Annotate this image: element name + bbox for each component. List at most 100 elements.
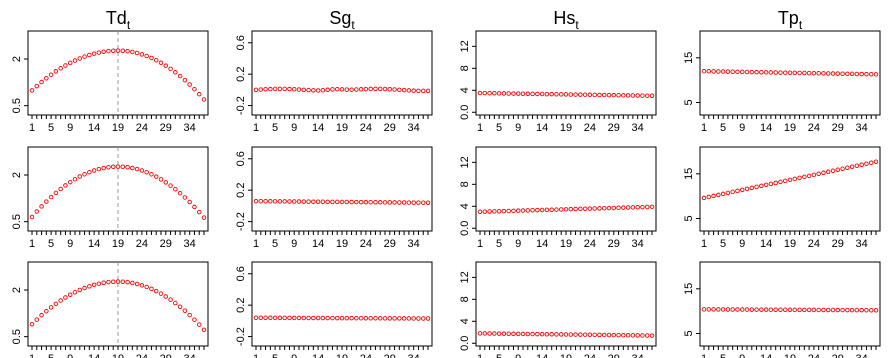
- data-point: [706, 194, 712, 200]
- data-point: [515, 331, 521, 337]
- x-tick-label: 24: [360, 122, 372, 134]
- data-point: [277, 86, 283, 92]
- x-tick-label: 29: [384, 353, 396, 358]
- data-point: [392, 316, 397, 321]
- x-tick-label: 24: [584, 238, 596, 250]
- y-tick-label: 0.2: [235, 183, 247, 198]
- x-tick-label: 14: [760, 238, 772, 250]
- data-point: [96, 281, 102, 286]
- data-point: [91, 51, 97, 56]
- data-point: [811, 307, 817, 313]
- data-point: [411, 200, 416, 205]
- x-tick-label: 9: [67, 353, 73, 358]
- data-point: [859, 307, 864, 313]
- data-point: [101, 165, 106, 171]
- data-point: [754, 307, 759, 312]
- data-point: [821, 71, 826, 76]
- x-tick-label: 34: [856, 353, 868, 358]
- x-tick-label: 24: [360, 353, 372, 358]
- x-tick-label: 34: [408, 238, 420, 250]
- data-point: [482, 331, 488, 336]
- data-point: [311, 199, 316, 204]
- y-tick-label: 4: [459, 318, 471, 324]
- data-point: [563, 332, 569, 337]
- data-point: [187, 199, 192, 205]
- y-tick-label: 5: [683, 330, 695, 336]
- data-point: [711, 307, 716, 312]
- data-point: [272, 315, 278, 321]
- data-point: [587, 92, 593, 98]
- data-point: [177, 73, 183, 79]
- data-point: [535, 207, 540, 213]
- column-title: Hst: [553, 8, 579, 32]
- data-point: [110, 164, 116, 170]
- data-point: [511, 208, 516, 214]
- y-tick-label: 5: [683, 215, 695, 221]
- data-point: [554, 332, 559, 337]
- data-point: [573, 92, 578, 97]
- data-point: [616, 93, 621, 98]
- data-point: [411, 88, 416, 93]
- data-point: [506, 91, 511, 96]
- data-point: [258, 198, 264, 204]
- data-point: [482, 209, 488, 214]
- x-tick-label: 29: [608, 353, 620, 358]
- data-point: [196, 209, 202, 215]
- data-point: [39, 313, 44, 318]
- x-tick-label: 1: [701, 122, 707, 134]
- data-point: [864, 161, 869, 167]
- x-tick-label: 19: [336, 353, 348, 358]
- x-tick-label: 19: [784, 353, 796, 358]
- data-point: [606, 92, 612, 98]
- data-point: [258, 315, 264, 321]
- data-point: [845, 307, 850, 313]
- data-point: [187, 312, 192, 318]
- data-point: [287, 199, 292, 204]
- data-point: [153, 288, 159, 294]
- data-point: [168, 183, 173, 188]
- data-point: [501, 331, 507, 336]
- x-tick-label: 5: [720, 122, 726, 134]
- data-point: [544, 331, 550, 337]
- data-point: [29, 321, 35, 327]
- data-point: [382, 86, 388, 92]
- data-point: [744, 307, 750, 312]
- data-point: [420, 200, 426, 205]
- data-point: [849, 307, 855, 313]
- data-point: [373, 316, 378, 321]
- data-point: [587, 206, 593, 211]
- data-point: [87, 169, 92, 175]
- data-point: [163, 180, 169, 185]
- data-point: [306, 199, 311, 204]
- x-tick-label: 1: [253, 122, 259, 134]
- data-point: [163, 294, 169, 299]
- data-point: [263, 315, 268, 321]
- data-point: [763, 307, 769, 312]
- data-point: [525, 208, 531, 213]
- y-tick-label: 2: [11, 172, 23, 178]
- data-point: [382, 200, 388, 205]
- data-point: [739, 307, 745, 312]
- data-point: [77, 174, 83, 179]
- x-tick-label: 24: [584, 122, 596, 134]
- x-tick-label: 5: [272, 122, 278, 134]
- data-point: [44, 199, 49, 204]
- x-tick-label: 14: [760, 353, 772, 358]
- data-point: [873, 308, 879, 313]
- data-point: [277, 315, 283, 321]
- x-tick-label: 24: [808, 238, 820, 250]
- data-point: [120, 48, 126, 54]
- data-point: [573, 332, 578, 337]
- data-point: [144, 170, 149, 175]
- data-point: [549, 91, 554, 97]
- x-tick-label: 5: [720, 353, 726, 358]
- data-point: [644, 93, 650, 98]
- data-point: [592, 206, 597, 211]
- data-point: [477, 331, 483, 336]
- data-point: [821, 307, 826, 313]
- data-point: [406, 200, 412, 205]
- data-point: [34, 317, 40, 322]
- data-point: [72, 58, 78, 63]
- data-point: [563, 207, 569, 212]
- data-point: [792, 70, 798, 76]
